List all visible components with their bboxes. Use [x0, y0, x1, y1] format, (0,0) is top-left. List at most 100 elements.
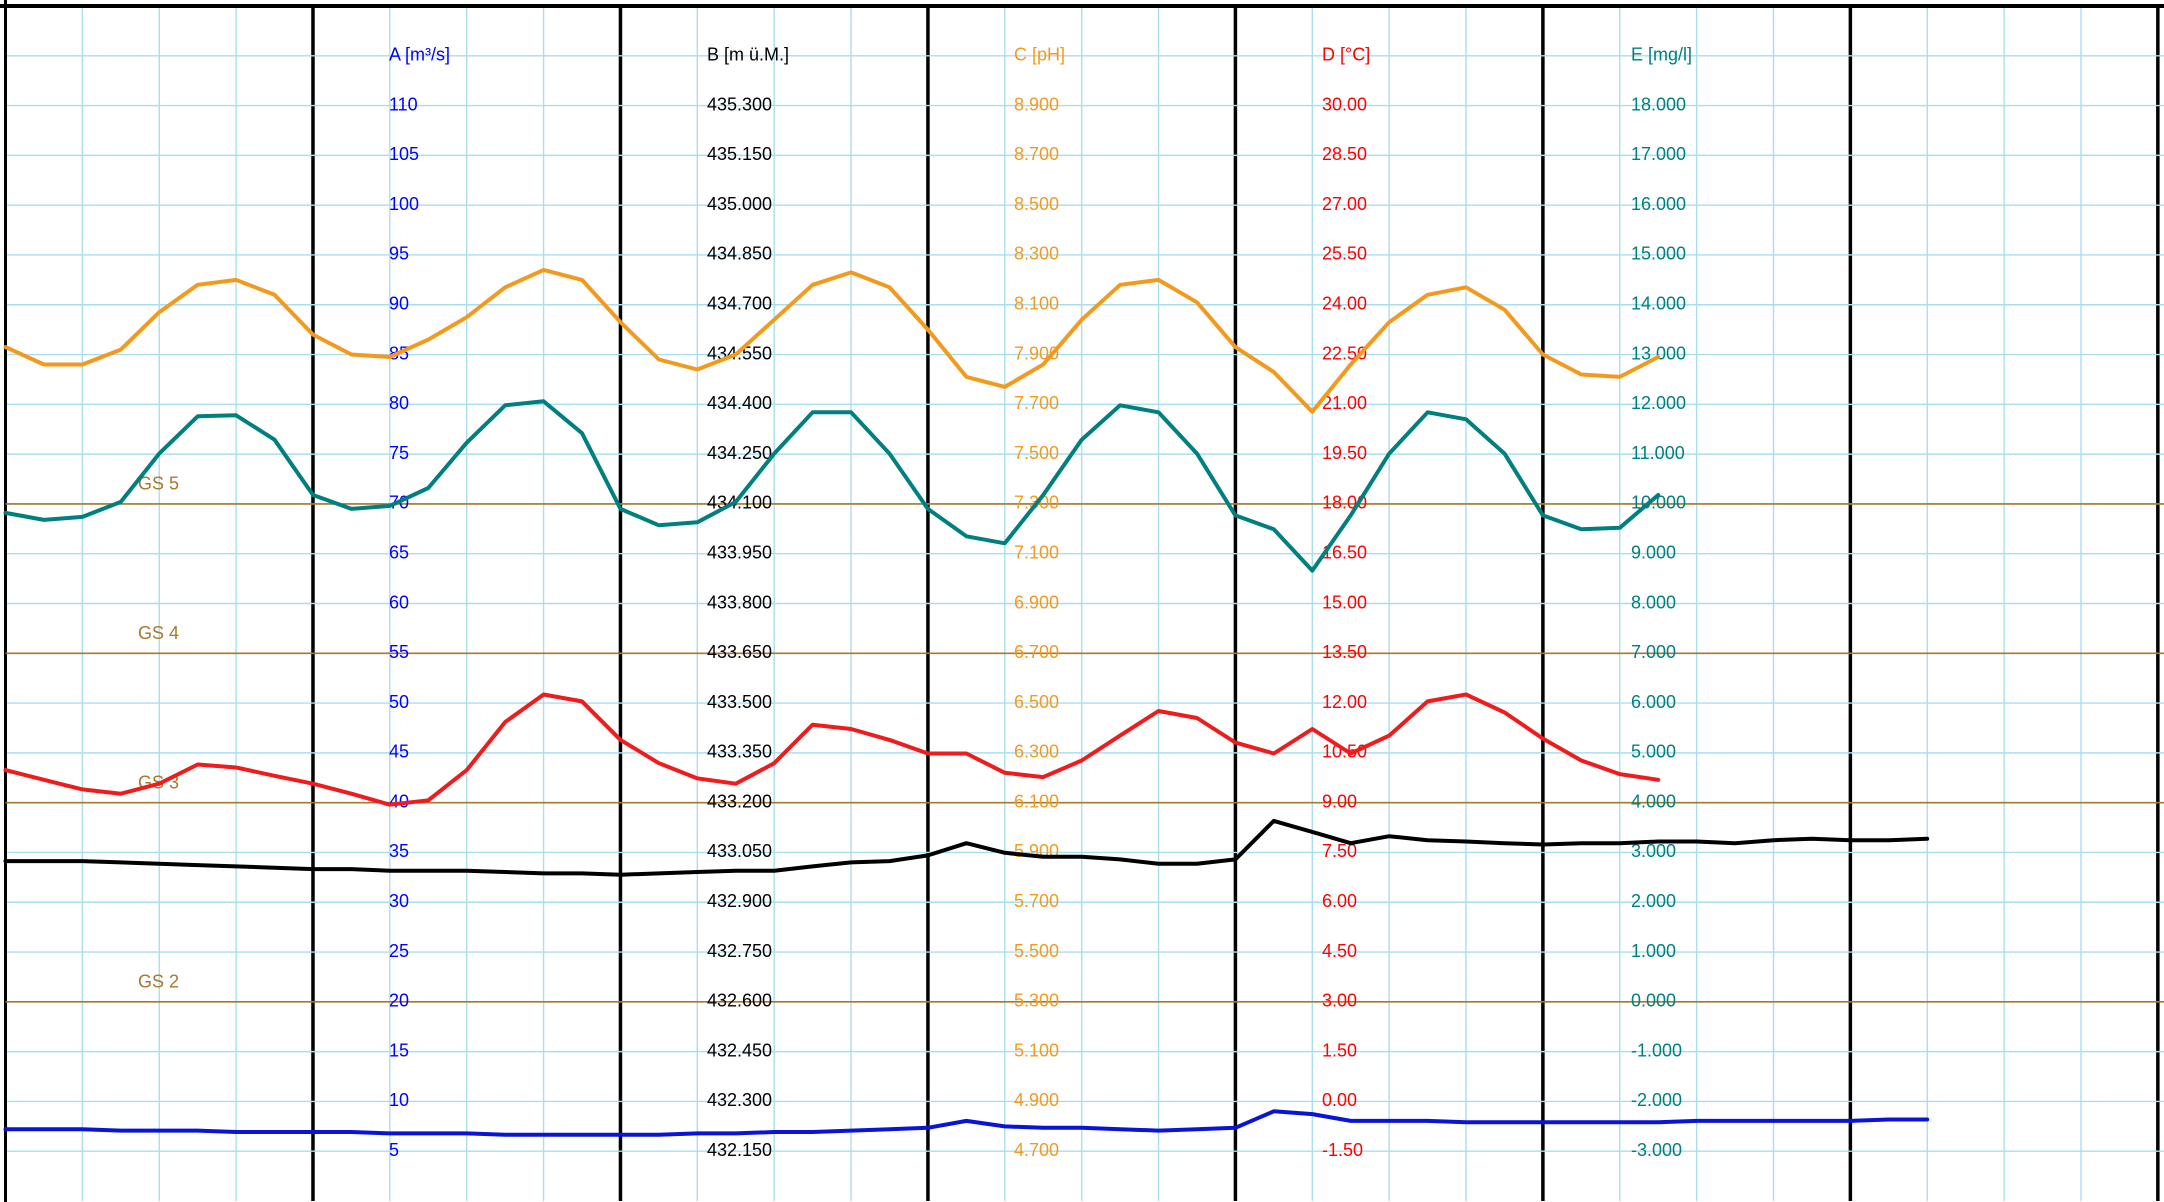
y-tick-label: 1.000 [1631, 941, 1676, 961]
y-tick-label: 432.450 [707, 1040, 772, 1060]
y-tick-label: 12.00 [1322, 692, 1367, 712]
y-tick-label: 8.100 [1014, 294, 1059, 314]
y-tick-label: 30.00 [1322, 94, 1367, 114]
y-tick-label: 433.350 [707, 742, 772, 762]
axis-title: C [pH] [1014, 45, 1065, 65]
y-tick-label: 9.000 [1631, 542, 1676, 562]
y-tick-label: -1.50 [1322, 1140, 1363, 1160]
y-tick-label: 8.000 [1631, 592, 1676, 612]
y-tick-label: 435.150 [707, 144, 772, 164]
y-tick-label: 20 [389, 991, 409, 1011]
y-tick-label: 6.500 [1014, 692, 1059, 712]
y-tick-label: 80 [389, 393, 409, 413]
y-tick-label: 433.050 [707, 841, 772, 861]
y-tick-label: 65 [389, 542, 409, 562]
axis-title: A [m³/s] [389, 45, 450, 65]
y-tick-label: 434.700 [707, 294, 772, 314]
y-tick-label: 434.400 [707, 393, 772, 413]
y-tick-label: 7.700 [1014, 393, 1059, 413]
y-tick-label: 4.700 [1014, 1140, 1059, 1160]
y-tick-label: 60 [389, 592, 409, 612]
y-tick-label: 12.000 [1631, 393, 1686, 413]
y-tick-label: 19.50 [1322, 443, 1367, 463]
y-tick-label: 75 [389, 443, 409, 463]
y-tick-label: 6.00 [1322, 891, 1357, 911]
y-tick-label: -3.000 [1631, 1140, 1682, 1160]
y-tick-label: 17.000 [1631, 144, 1686, 164]
y-tick-label: 5.500 [1014, 941, 1059, 961]
y-tick-label: 9.00 [1322, 791, 1357, 811]
series-line [3, 1109, 1930, 1137]
y-tick-label: 18.000 [1631, 94, 1686, 114]
y-tick-label: 4.000 [1631, 791, 1676, 811]
y-tick-label: 24.00 [1322, 294, 1367, 314]
y-tick-label: 1.50 [1322, 1040, 1357, 1060]
y-tick-label: 95 [389, 244, 409, 264]
y-tick-label: 35 [389, 841, 409, 861]
y-tick-label: 25.50 [1322, 244, 1367, 264]
y-tick-label: 16.50 [1322, 542, 1367, 562]
y-tick-label: 432.750 [707, 941, 772, 961]
y-tick-label: -1.000 [1631, 1040, 1682, 1060]
y-tick-label: 8.900 [1014, 94, 1059, 114]
y-tick-label: -2.000 [1631, 1090, 1682, 1110]
y-tick-label: 25 [389, 941, 409, 961]
y-tick-label: 433.650 [707, 642, 772, 662]
y-tick-label: 0.000 [1631, 991, 1676, 1011]
y-tick-label: 7.100 [1014, 542, 1059, 562]
series-line [3, 399, 1661, 573]
y-tick-label: 15.00 [1322, 592, 1367, 612]
y-tick-label: 21.00 [1322, 393, 1367, 413]
y-tick-label: 432.900 [707, 891, 772, 911]
y-tick-label: 100 [389, 194, 419, 214]
y-tick-label: 3.000 [1631, 841, 1676, 861]
y-tick-label: 16.000 [1631, 194, 1686, 214]
y-tick-label: 6.100 [1014, 791, 1059, 811]
y-tick-label: 40 [389, 791, 409, 811]
axis-title: E [mg/l] [1631, 45, 1692, 65]
y-tick-label: 15.000 [1631, 244, 1686, 264]
y-tick-label: 433.500 [707, 692, 772, 712]
y-tick-label: 432.150 [707, 1140, 772, 1160]
y-tick-label: 4.50 [1322, 941, 1357, 961]
y-tick-label: 5.000 [1631, 742, 1676, 762]
series-line [3, 818, 1930, 877]
y-tick-label: 432.300 [707, 1090, 772, 1110]
axis-title: D [°C] [1322, 45, 1370, 65]
y-tick-label: 13.000 [1631, 343, 1686, 363]
y-tick-label: 28.50 [1322, 144, 1367, 164]
y-tick-label: 434.250 [707, 443, 772, 463]
reference-label: GS 2 [138, 972, 179, 992]
y-tick-label: 10 [389, 1090, 409, 1110]
y-tick-label: 110 [389, 94, 418, 114]
y-tick-label: 4.900 [1014, 1090, 1059, 1110]
y-tick-label: 3.00 [1322, 991, 1357, 1011]
y-tick-label: 6.000 [1631, 692, 1676, 712]
y-tick-label: 433.800 [707, 592, 772, 612]
y-tick-label: 14.000 [1631, 294, 1686, 314]
y-tick-label: 11.000 [1631, 443, 1685, 463]
y-tick-label: 5.700 [1014, 891, 1059, 911]
y-tick-label: 5 [389, 1140, 399, 1160]
axis-title: B [m ü.M.] [707, 45, 789, 65]
y-tick-label: 0.00 [1322, 1090, 1357, 1110]
y-tick-label: 7.500 [1014, 443, 1059, 463]
y-tick-label: 8.700 [1014, 144, 1059, 164]
y-tick-label: 15 [389, 1040, 409, 1060]
reference-label: GS 5 [138, 474, 179, 494]
y-tick-label: 432.600 [707, 991, 772, 1011]
y-tick-label: 2.000 [1631, 891, 1676, 911]
y-tick-label: 5.100 [1014, 1040, 1059, 1060]
y-tick-label: 8.300 [1014, 244, 1059, 264]
y-tick-label: 435.300 [707, 94, 772, 114]
y-tick-label: 90 [389, 294, 409, 314]
y-tick-label: 6.900 [1014, 592, 1059, 612]
y-tick-label: 6.300 [1014, 742, 1059, 762]
y-tick-label: 13.50 [1322, 642, 1367, 662]
reference-label: GS 4 [138, 623, 179, 643]
y-tick-label: 5.300 [1014, 991, 1059, 1011]
y-tick-label: 6.700 [1014, 642, 1059, 662]
y-tick-label: 433.200 [707, 791, 772, 811]
